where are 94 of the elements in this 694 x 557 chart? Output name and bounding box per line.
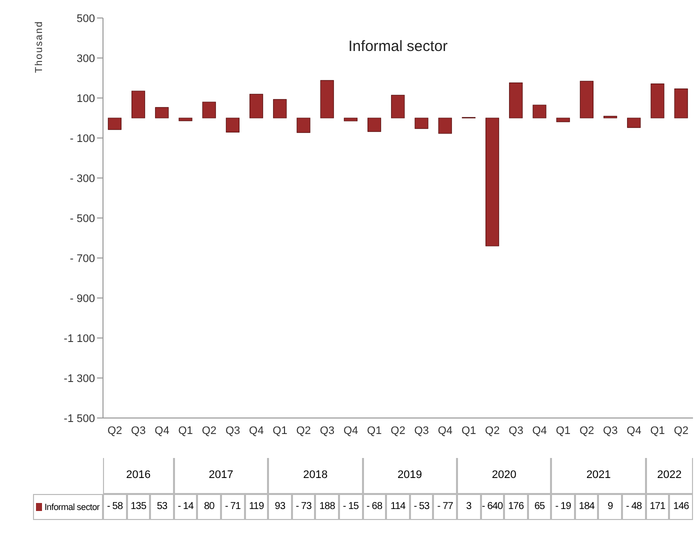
data-label: 188 — [315, 494, 339, 520]
bar — [273, 99, 287, 118]
text: 2016 — [103, 458, 174, 494]
y-tick-label: - 900 — [70, 292, 95, 305]
bar — [320, 80, 334, 118]
x-tick-label: Q3 — [508, 424, 524, 437]
x-tick-label: Q2 — [202, 424, 217, 437]
y-tick-label: -1 100 — [64, 332, 95, 345]
bar — [131, 90, 146, 118]
data-label: 93 — [268, 494, 292, 520]
data-label: - 68 — [362, 494, 386, 520]
y-tick-label: -1 500 — [64, 412, 95, 425]
bar — [438, 118, 452, 134]
data-label: 53 — [150, 494, 174, 520]
x-tick-label: Q4 — [249, 424, 264, 437]
y-tick-label: 500 — [76, 12, 95, 25]
x-tick-label: Q3 — [414, 424, 429, 437]
text: 2022 — [646, 458, 693, 494]
bar — [202, 102, 216, 118]
bar — [367, 118, 382, 132]
x-tick-label: Q1 — [461, 424, 476, 437]
x-tick-label: Q3 — [225, 424, 240, 437]
data-label: - 58 — [103, 494, 127, 520]
y-tick-label: - 100 — [70, 132, 95, 145]
x-tick-label: Q1 — [556, 424, 571, 437]
y-tick-label: 100 — [76, 92, 95, 105]
bar — [532, 104, 546, 118]
y-tick-label: -1 300 — [64, 372, 95, 385]
data-label: 184 — [574, 494, 598, 520]
x-tick-label: Q2 — [674, 424, 689, 437]
data-label: 114 — [386, 494, 410, 520]
legend-label: Informal sector — [44, 501, 100, 514]
bar — [485, 118, 500, 246]
data-label: - 77 — [433, 494, 457, 520]
bar — [556, 118, 570, 122]
bar — [509, 82, 523, 118]
bar — [580, 80, 594, 118]
bar — [155, 107, 169, 118]
text: 2019 — [362, 458, 457, 494]
y-tick-label: - 700 — [70, 252, 95, 265]
data-label: 176 — [504, 494, 528, 520]
x-tick-label: Q3 — [131, 424, 146, 437]
bar — [249, 94, 264, 118]
data-label: - 640 — [480, 494, 504, 520]
data-label: 3 — [456, 494, 480, 520]
text: 2018 — [268, 458, 363, 494]
x-tick-label: Q1 — [272, 424, 288, 437]
x-tick-label: Q1 — [178, 424, 193, 437]
x-tick-label: Q4 — [626, 424, 642, 437]
y-tick-label: - 300 — [70, 172, 95, 185]
x-tick-label: Q3 — [320, 424, 335, 437]
data-label: 146 — [669, 494, 693, 520]
text: 2017 — [174, 458, 268, 494]
x-tick-label: Q4 — [343, 424, 358, 437]
bar — [391, 94, 405, 118]
x-tick-label: Q1 — [367, 424, 382, 437]
data-label: - 15 — [338, 494, 363, 520]
data-label: 119 — [244, 494, 268, 520]
bar — [296, 118, 310, 133]
y-tick-label: - 500 — [70, 212, 95, 225]
data-label: 9 — [598, 494, 622, 520]
x-tick-label: Q2 — [107, 424, 122, 437]
x-tick-label: Q4 — [438, 424, 453, 437]
bar — [674, 88, 688, 118]
text: Informal sector — [347, 38, 449, 55]
x-tick-label: Q4 — [532, 424, 547, 437]
x-tick-label: Q2 — [296, 424, 311, 437]
data-label: 65 — [528, 494, 552, 520]
bar — [650, 84, 664, 118]
y-tick-label: 300 — [76, 52, 95, 65]
x-tick-label: Q2 — [390, 424, 406, 437]
bar — [226, 118, 240, 132]
data-label: 80 — [197, 494, 221, 520]
bar — [344, 118, 358, 122]
bar — [414, 118, 428, 129]
x-tick-label: Q4 — [154, 424, 170, 437]
data-label: - 71 — [220, 494, 245, 520]
data-label: - 19 — [551, 494, 575, 520]
text: 2020 — [456, 458, 552, 494]
data-label: - 48 — [622, 494, 646, 520]
data-label: - 73 — [292, 494, 316, 520]
data-label: 171 — [646, 494, 670, 520]
x-tick-label: Q1 — [650, 424, 665, 437]
text: 2021 — [551, 458, 646, 494]
x-tick-label: Q3 — [603, 424, 618, 437]
bar — [627, 118, 641, 128]
x-tick-label: Q2 — [485, 424, 500, 437]
bar — [178, 118, 192, 122]
y-axis-title: Thousand — [34, 20, 46, 73]
data-label: - 53 — [410, 494, 434, 520]
bar — [108, 118, 122, 130]
data-label: - 14 — [174, 494, 198, 520]
data-label: 135 — [126, 494, 150, 520]
x-tick-label: Q2 — [579, 424, 594, 437]
